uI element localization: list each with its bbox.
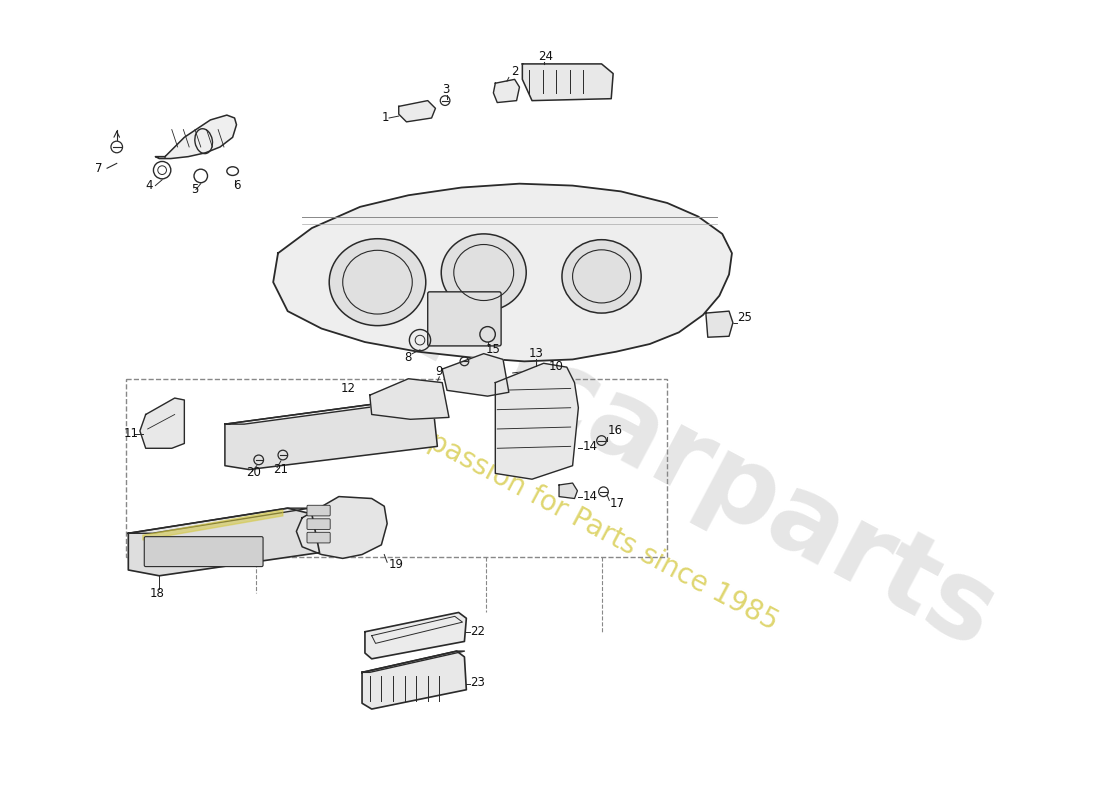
Text: a passion for Parts since 1985: a passion for Parts since 1985 <box>402 415 783 636</box>
Polygon shape <box>273 184 732 362</box>
FancyBboxPatch shape <box>144 537 263 566</box>
Polygon shape <box>442 354 509 396</box>
Polygon shape <box>522 64 613 101</box>
Text: 21: 21 <box>273 463 288 476</box>
Text: 14: 14 <box>582 490 597 503</box>
Text: 16: 16 <box>607 425 623 438</box>
Polygon shape <box>559 483 578 498</box>
Text: 10: 10 <box>549 360 563 373</box>
Polygon shape <box>362 651 466 709</box>
Polygon shape <box>362 651 464 672</box>
Text: 12: 12 <box>341 382 355 395</box>
Polygon shape <box>224 398 438 424</box>
Text: 1: 1 <box>382 111 389 125</box>
Text: 20: 20 <box>246 466 261 479</box>
FancyBboxPatch shape <box>307 506 330 516</box>
Polygon shape <box>365 613 466 659</box>
Polygon shape <box>224 398 438 470</box>
Polygon shape <box>129 508 310 534</box>
Text: 15: 15 <box>486 343 500 356</box>
Polygon shape <box>129 508 320 576</box>
Ellipse shape <box>441 234 526 311</box>
Text: 3: 3 <box>442 82 450 95</box>
Text: 13: 13 <box>529 347 544 360</box>
Text: eurocarparts: eurocarparts <box>266 206 1014 671</box>
Text: 9: 9 <box>436 365 443 378</box>
Polygon shape <box>370 378 449 419</box>
FancyBboxPatch shape <box>307 532 330 543</box>
Polygon shape <box>495 363 579 479</box>
Polygon shape <box>706 311 733 338</box>
Text: 17: 17 <box>609 497 625 510</box>
Polygon shape <box>296 497 387 558</box>
Text: 4: 4 <box>145 179 153 192</box>
Text: 24: 24 <box>538 50 553 62</box>
Text: 25: 25 <box>737 311 751 325</box>
Text: 7: 7 <box>96 162 103 174</box>
Bar <box>126 378 668 558</box>
Polygon shape <box>398 101 436 122</box>
Text: 2: 2 <box>510 65 518 78</box>
Text: 8: 8 <box>405 351 411 364</box>
Ellipse shape <box>562 240 641 313</box>
Polygon shape <box>140 398 185 448</box>
FancyBboxPatch shape <box>307 518 330 530</box>
Polygon shape <box>143 510 283 540</box>
Polygon shape <box>155 115 236 158</box>
Text: 6: 6 <box>232 179 240 192</box>
Text: 18: 18 <box>150 586 164 600</box>
Text: 11: 11 <box>123 427 139 440</box>
Text: 22: 22 <box>470 626 485 638</box>
Text: 19: 19 <box>389 558 404 570</box>
Text: 23: 23 <box>470 675 485 689</box>
Polygon shape <box>494 79 519 102</box>
Text: 14: 14 <box>582 440 597 453</box>
Text: 5: 5 <box>191 183 198 196</box>
FancyBboxPatch shape <box>428 292 502 346</box>
Ellipse shape <box>329 238 426 326</box>
